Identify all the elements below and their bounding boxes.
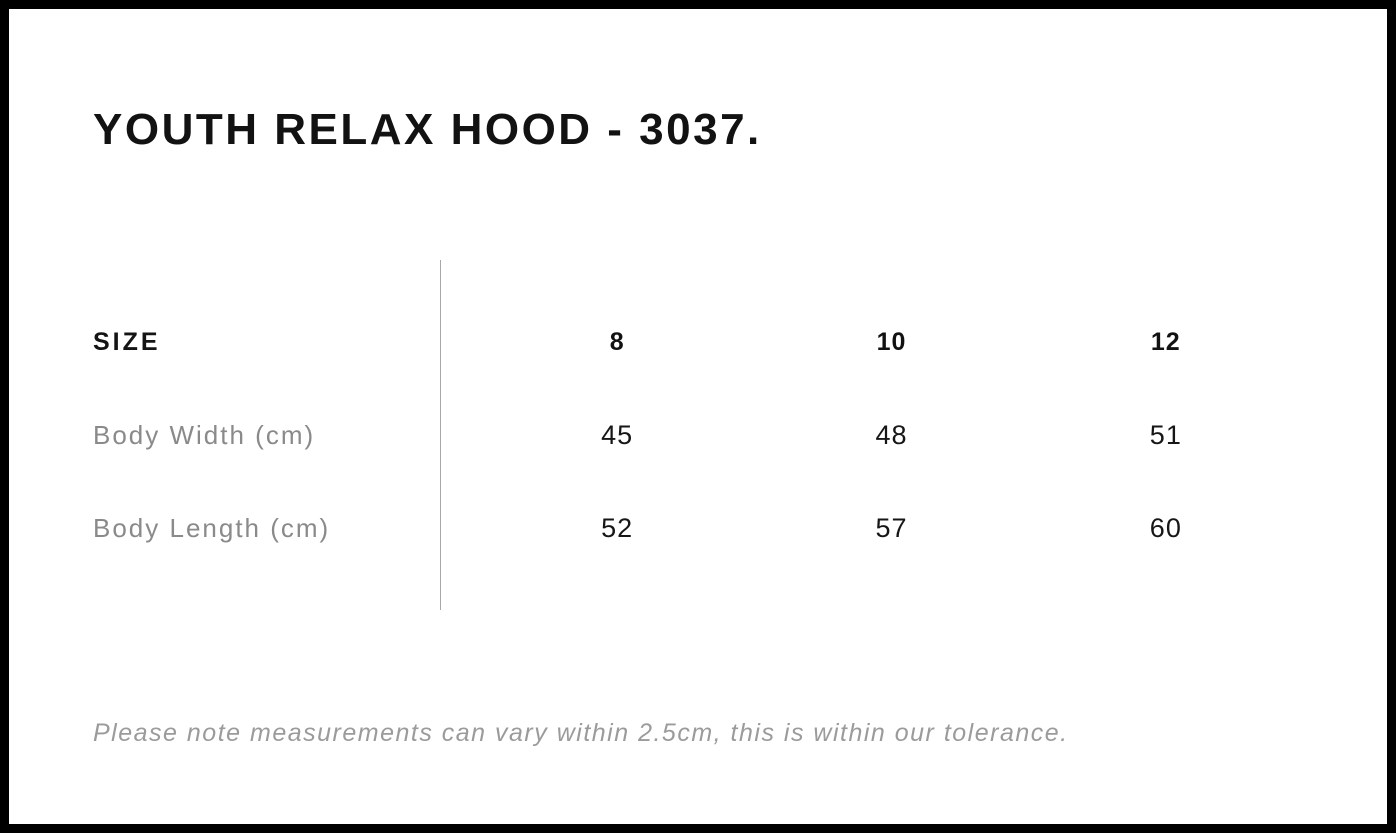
tolerance-note: Please note measurements can vary within… bbox=[93, 719, 1069, 748]
size-column-header: 12 bbox=[1150, 327, 1181, 356]
measurement-row-body-width: Body Width (cm) 45 48 51 bbox=[93, 389, 1303, 482]
measurement-value: 60 bbox=[1149, 513, 1182, 544]
size-chart-table: SIZE 8 10 12 Body Width (cm) 45 48 51 Bo… bbox=[93, 260, 1303, 611]
size-header-label: SIZE bbox=[93, 327, 161, 356]
table-column-divider bbox=[440, 260, 441, 611]
measurement-value: 45 bbox=[601, 419, 634, 450]
measurement-values: 45 48 51 bbox=[440, 420, 1303, 451]
measurement-value: 52 bbox=[601, 513, 634, 544]
measurement-value: 57 bbox=[875, 513, 908, 544]
page-title: YOUTH RELAX HOOD - 3037. bbox=[93, 105, 762, 154]
measurement-label: Body Width (cm) bbox=[93, 419, 316, 450]
measurement-row-body-length: Body Length (cm) 52 57 60 bbox=[93, 482, 1303, 575]
size-header-row: SIZE 8 10 12 bbox=[93, 295, 1303, 388]
measurement-value: 51 bbox=[1149, 419, 1182, 450]
measurement-label: Body Length (cm) bbox=[93, 513, 331, 544]
measurement-value: 48 bbox=[875, 419, 908, 450]
size-column-header: 10 bbox=[876, 327, 907, 356]
size-header-values: 8 10 12 bbox=[440, 328, 1303, 357]
size-column-header: 8 bbox=[609, 327, 625, 356]
measurement-values: 52 57 60 bbox=[440, 513, 1303, 544]
